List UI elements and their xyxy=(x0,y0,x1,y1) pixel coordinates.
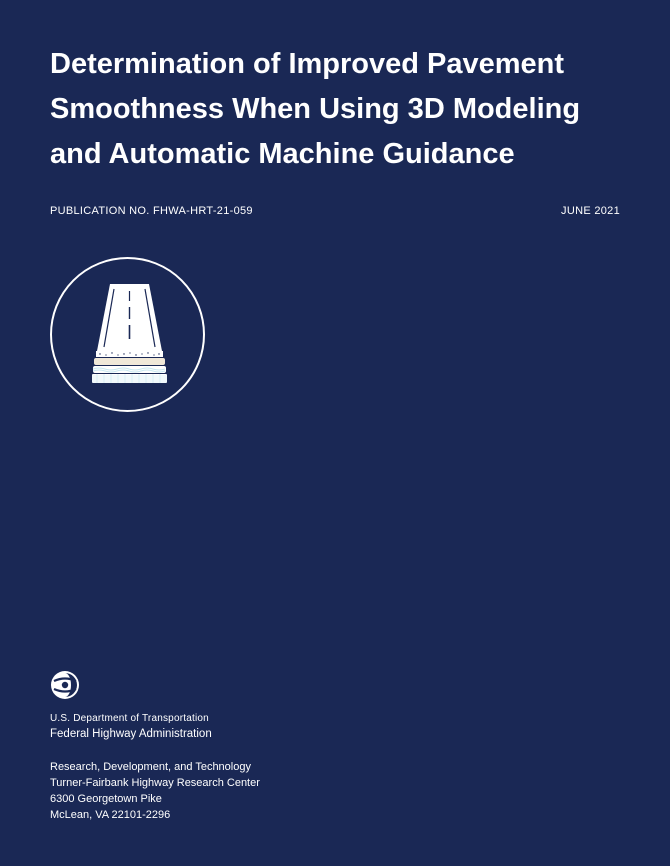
pavement-layers-icon xyxy=(50,257,205,412)
address-line-2: Turner-Fairbank Highway Research Center xyxy=(50,776,620,792)
address-line-4: McLean, VA 22101-2296 xyxy=(50,808,620,824)
document-cover: Determination of Improved Pavement Smoot… xyxy=(0,0,670,866)
address-block: Research, Development, and Technology Tu… xyxy=(50,760,620,824)
footer-block: U.S. Department of Transportation Federa… xyxy=(50,670,620,824)
publication-number: PUBLICATION NO. FHWA-HRT-21-059 xyxy=(50,205,253,217)
address-line-1: Research, Development, and Technology xyxy=(50,760,620,776)
department-name: U.S. Department of Transportation xyxy=(50,713,620,724)
meta-row: PUBLICATION NO. FHWA-HRT-21-059 JUNE 202… xyxy=(50,205,620,217)
document-title: Determination of Improved Pavement Smoot… xyxy=(50,42,620,177)
dot-logo-icon xyxy=(50,670,620,705)
address-line-3: 6300 Georgetown Pike xyxy=(50,792,620,808)
publication-date: JUNE 2021 xyxy=(561,205,620,217)
agency-name: Federal Highway Administration xyxy=(50,728,620,740)
